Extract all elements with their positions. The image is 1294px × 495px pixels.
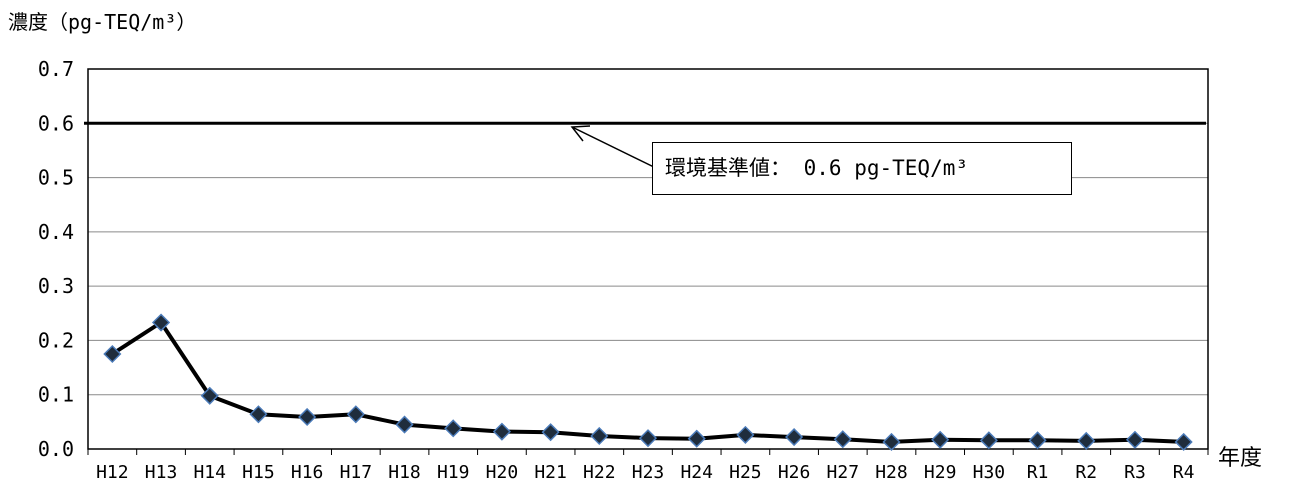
data-point-marker bbox=[346, 405, 365, 424]
y-tick-labels: 0.0 0.1 0.2 0.3 0.4 0.5 0.6 0.7 bbox=[38, 57, 74, 461]
x-tick-label: H13 bbox=[145, 462, 178, 483]
y-tick-label: 0.2 bbox=[38, 328, 74, 352]
y-tick-label: 0.7 bbox=[38, 57, 74, 81]
x-tick-label: H19 bbox=[437, 462, 470, 483]
reference-callout-label: 環境基準値： 0.6 pg-TEQ/m³ bbox=[652, 142, 1072, 195]
x-tick-label: H25 bbox=[729, 462, 762, 483]
data-point-marker bbox=[785, 427, 804, 447]
grid-lines bbox=[88, 68, 1208, 450]
data-point-marker bbox=[687, 429, 706, 448]
y-axis-title: 濃度（pg-TEQ/m³） bbox=[8, 10, 197, 34]
x-tick-label: H28 bbox=[875, 462, 908, 483]
plot-area-frame bbox=[87, 68, 1209, 450]
data-point-marker bbox=[931, 430, 950, 449]
data-point-marker bbox=[882, 432, 901, 452]
callout-arrow bbox=[570, 125, 661, 171]
x-tick-label: H17 bbox=[340, 462, 373, 483]
x-tick-label: H15 bbox=[242, 462, 275, 483]
x-tick-label: R1 bbox=[1027, 462, 1049, 483]
x-tick-label: H26 bbox=[778, 462, 811, 483]
x-tick-label: H30 bbox=[973, 462, 1006, 483]
x-tick-label: H14 bbox=[193, 462, 226, 483]
y-tick-label: 0.6 bbox=[38, 111, 74, 135]
x-tick-label: H16 bbox=[291, 462, 324, 483]
data-point-marker bbox=[979, 431, 998, 450]
x-axis-title: 年度 bbox=[1218, 446, 1263, 471]
x-tick-label: H12 bbox=[96, 462, 129, 483]
x-tick-label: H20 bbox=[486, 462, 519, 483]
data-point-marker bbox=[1028, 431, 1047, 450]
x-tick-label: H27 bbox=[827, 462, 860, 483]
x-tick-label: H18 bbox=[388, 462, 421, 483]
y-tick-label: 0.5 bbox=[38, 166, 74, 190]
x-tick-label: H22 bbox=[583, 462, 616, 483]
data-point-marker bbox=[638, 429, 658, 448]
x-tick-label: H24 bbox=[680, 462, 713, 483]
x-tick-label: R2 bbox=[1075, 462, 1097, 483]
x-tick-label: R4 bbox=[1173, 462, 1195, 483]
data-point-marker bbox=[298, 407, 317, 427]
y-tick-label: 0.4 bbox=[38, 220, 74, 244]
data-point-marker bbox=[151, 313, 171, 332]
x-tick-label: H21 bbox=[534, 462, 567, 483]
data-point-marker bbox=[1125, 430, 1145, 449]
data-point-marker bbox=[833, 430, 852, 449]
data-points bbox=[103, 313, 1193, 452]
y-tick-label: 0.3 bbox=[38, 274, 74, 298]
data-point-marker bbox=[492, 422, 511, 441]
data-point-marker bbox=[249, 405, 268, 424]
data-point-marker bbox=[1174, 432, 1193, 452]
data-point-marker bbox=[200, 386, 219, 405]
data-point-marker bbox=[736, 425, 755, 444]
data-point-marker bbox=[395, 415, 414, 434]
data-point-marker bbox=[444, 419, 463, 438]
data-point-marker bbox=[590, 426, 609, 446]
data-point-marker bbox=[541, 423, 560, 442]
y-tick-label: 0.1 bbox=[38, 383, 74, 407]
x-tick-labels: H12 H13 H14 H15 H16 H17 H18 H19 H20 H21 H22 H23 H24 H… bbox=[87, 449, 1209, 483]
x-tick-label: R3 bbox=[1124, 462, 1146, 483]
data-point-marker bbox=[103, 344, 122, 364]
data-point-marker bbox=[1077, 431, 1096, 450]
y-tick-label: 0.0 bbox=[38, 437, 74, 461]
x-tick-label: H23 bbox=[632, 462, 665, 483]
x-tick-label: H29 bbox=[924, 462, 957, 483]
